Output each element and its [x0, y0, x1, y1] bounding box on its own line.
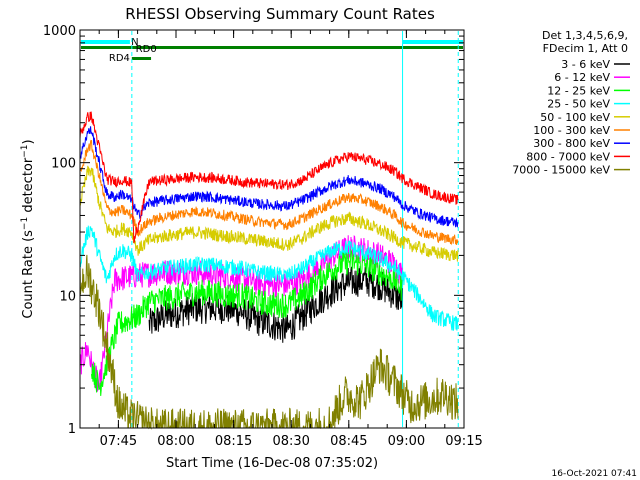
- y-tick-label: 100: [51, 157, 76, 172]
- flag-vertical-lines: [131, 31, 459, 427]
- y-tick-label: 1000: [43, 24, 76, 39]
- y-axis-label-mid: detector: [21, 157, 36, 217]
- series-line: [79, 139, 459, 246]
- y-axis-label-end: ): [21, 139, 36, 144]
- series-line: [148, 266, 403, 343]
- x-tick-label: 09:00: [388, 434, 425, 449]
- series-group: [79, 111, 459, 430]
- legend-label: 25 - 50 keV: [547, 98, 610, 111]
- x-axis-label: Start Time (16-Dec-08 07:35:02): [166, 456, 378, 471]
- y-axis-label-exp2: −1: [20, 144, 30, 157]
- x-tick-label: 08:45: [330, 434, 367, 449]
- night-flag-label: N: [131, 37, 138, 48]
- y-tick-label: 1: [68, 422, 76, 437]
- legend-label: 300 - 800 keV: [533, 137, 610, 150]
- legend-label: 12 - 25 keV: [547, 84, 610, 97]
- series-line: [79, 225, 459, 331]
- series-line: [91, 248, 403, 396]
- legend-label: 6 - 12 keV: [554, 71, 610, 84]
- night-flag-bar: [81, 40, 130, 44]
- night-flag-bar: [402, 40, 463, 44]
- rd4-flag-label: RD4: [109, 53, 130, 64]
- series-line: [79, 165, 459, 262]
- legend: Det 1,3,4,5,6,9,FDecim 1, Att 0 3 - 6 keV…: [512, 29, 630, 177]
- y-axis-label-main: Count Rate (s: [21, 230, 36, 319]
- x-tick-label: 08:15: [215, 434, 252, 449]
- legend-label: 50 - 100 keV: [540, 111, 610, 124]
- legend-header-line: FDecim 1, Att 0: [543, 42, 628, 55]
- legend-label: 7000 - 15000 keV: [512, 164, 610, 177]
- legend-label: 3 - 6 keV: [561, 58, 610, 71]
- y-axis-label-exp1: −1: [20, 217, 30, 230]
- y-axis-label: Count Rate (s−1 detector−1): [20, 139, 36, 318]
- timestamp: 16-Oct-2021 07:41: [552, 469, 637, 479]
- rd0-flag-bar: [81, 46, 463, 49]
- x-tick-label: 08:00: [157, 434, 194, 449]
- axes: 1 10 100 1000 07:45 08:00 08:15 08:30 08:45 09:00…: [43, 24, 483, 449]
- rd4-flag-bar: [131, 57, 152, 60]
- rd0-flag-label: RD0: [136, 44, 157, 55]
- y-tick-label: 10: [59, 289, 76, 304]
- x-tick-label: 09:15: [445, 434, 482, 449]
- legend-label: 800 - 7000 keV: [526, 150, 610, 163]
- chart-title: RHESSI Observing Summary Count Rates: [125, 5, 435, 23]
- series-line: [79, 126, 459, 228]
- x-tick-label: 07:45: [100, 434, 137, 449]
- legend-header-line: Det 1,3,4,5,6,9,: [542, 29, 628, 42]
- legend-label: 100 - 300 keV: [533, 124, 610, 137]
- series-line: [79, 111, 459, 244]
- x-tick-label: 08:30: [272, 434, 309, 449]
